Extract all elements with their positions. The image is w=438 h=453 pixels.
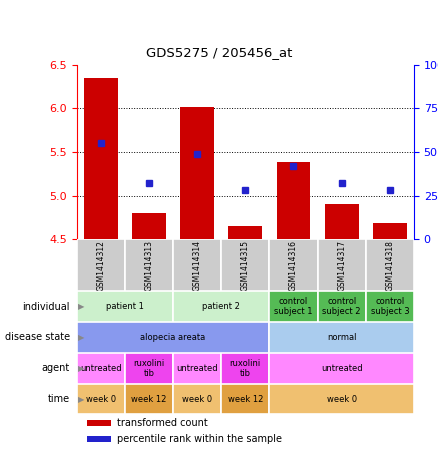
Bar xyxy=(125,384,173,414)
Text: ▶: ▶ xyxy=(78,364,85,373)
Bar xyxy=(221,384,269,414)
Text: untreated: untreated xyxy=(80,364,122,373)
Text: patient 2: patient 2 xyxy=(202,302,240,311)
Text: GDS5275 / 205456_at: GDS5275 / 205456_at xyxy=(146,46,292,59)
Text: week 0: week 0 xyxy=(182,395,212,404)
Bar xyxy=(77,239,125,291)
Text: normal: normal xyxy=(327,333,357,342)
Bar xyxy=(77,353,125,384)
Bar xyxy=(77,322,269,353)
Bar xyxy=(125,239,173,291)
Bar xyxy=(173,291,269,322)
Text: week 12: week 12 xyxy=(228,395,263,404)
Bar xyxy=(173,384,221,414)
Bar xyxy=(373,223,406,239)
Bar xyxy=(132,213,166,239)
Text: disease state: disease state xyxy=(5,333,70,342)
Text: untreated: untreated xyxy=(176,364,218,373)
Text: ▶: ▶ xyxy=(78,395,85,404)
Bar xyxy=(87,436,111,442)
Bar xyxy=(180,106,214,239)
Bar xyxy=(269,384,414,414)
Text: week 12: week 12 xyxy=(131,395,166,404)
Bar xyxy=(277,163,310,239)
Bar xyxy=(318,239,366,291)
Text: control
subject 2: control subject 2 xyxy=(322,297,361,316)
Bar xyxy=(318,291,366,322)
Bar xyxy=(269,322,414,353)
Text: untreated: untreated xyxy=(321,364,363,373)
Text: GSM1414313: GSM1414313 xyxy=(145,240,153,291)
Text: GSM1414318: GSM1414318 xyxy=(385,240,394,291)
Text: agent: agent xyxy=(42,363,70,373)
Text: ruxolini
tib: ruxolini tib xyxy=(133,359,165,378)
Text: time: time xyxy=(48,394,70,404)
Bar xyxy=(77,291,173,322)
Bar xyxy=(269,353,414,384)
Text: GSM1414312: GSM1414312 xyxy=(96,240,105,291)
Text: week 0: week 0 xyxy=(327,395,357,404)
Bar xyxy=(366,239,414,291)
Text: week 0: week 0 xyxy=(86,395,116,404)
Bar xyxy=(269,239,318,291)
Text: ▶: ▶ xyxy=(78,333,85,342)
Bar xyxy=(173,353,221,384)
Text: percentile rank within the sample: percentile rank within the sample xyxy=(117,434,282,444)
Text: individual: individual xyxy=(23,302,70,312)
Text: control
subject 3: control subject 3 xyxy=(371,297,409,316)
Bar xyxy=(77,384,125,414)
Bar xyxy=(87,420,111,426)
Bar xyxy=(221,239,269,291)
Bar xyxy=(84,78,117,239)
Bar xyxy=(221,353,269,384)
Bar xyxy=(125,353,173,384)
Text: ▶: ▶ xyxy=(78,302,85,311)
Text: control
subject 1: control subject 1 xyxy=(274,297,313,316)
Text: transformed count: transformed count xyxy=(117,418,208,428)
Text: GSM1414315: GSM1414315 xyxy=(241,240,250,291)
Text: GSM1414317: GSM1414317 xyxy=(337,240,346,291)
Bar xyxy=(173,239,221,291)
Bar xyxy=(229,226,262,239)
Text: GSM1414316: GSM1414316 xyxy=(289,240,298,291)
Text: alopecia areata: alopecia areata xyxy=(141,333,205,342)
Bar xyxy=(269,291,318,322)
Text: ruxolini
tib: ruxolini tib xyxy=(230,359,261,378)
Bar xyxy=(366,291,414,322)
Text: GSM1414314: GSM1414314 xyxy=(193,240,201,291)
Text: patient 1: patient 1 xyxy=(106,302,144,311)
Bar xyxy=(325,204,358,239)
